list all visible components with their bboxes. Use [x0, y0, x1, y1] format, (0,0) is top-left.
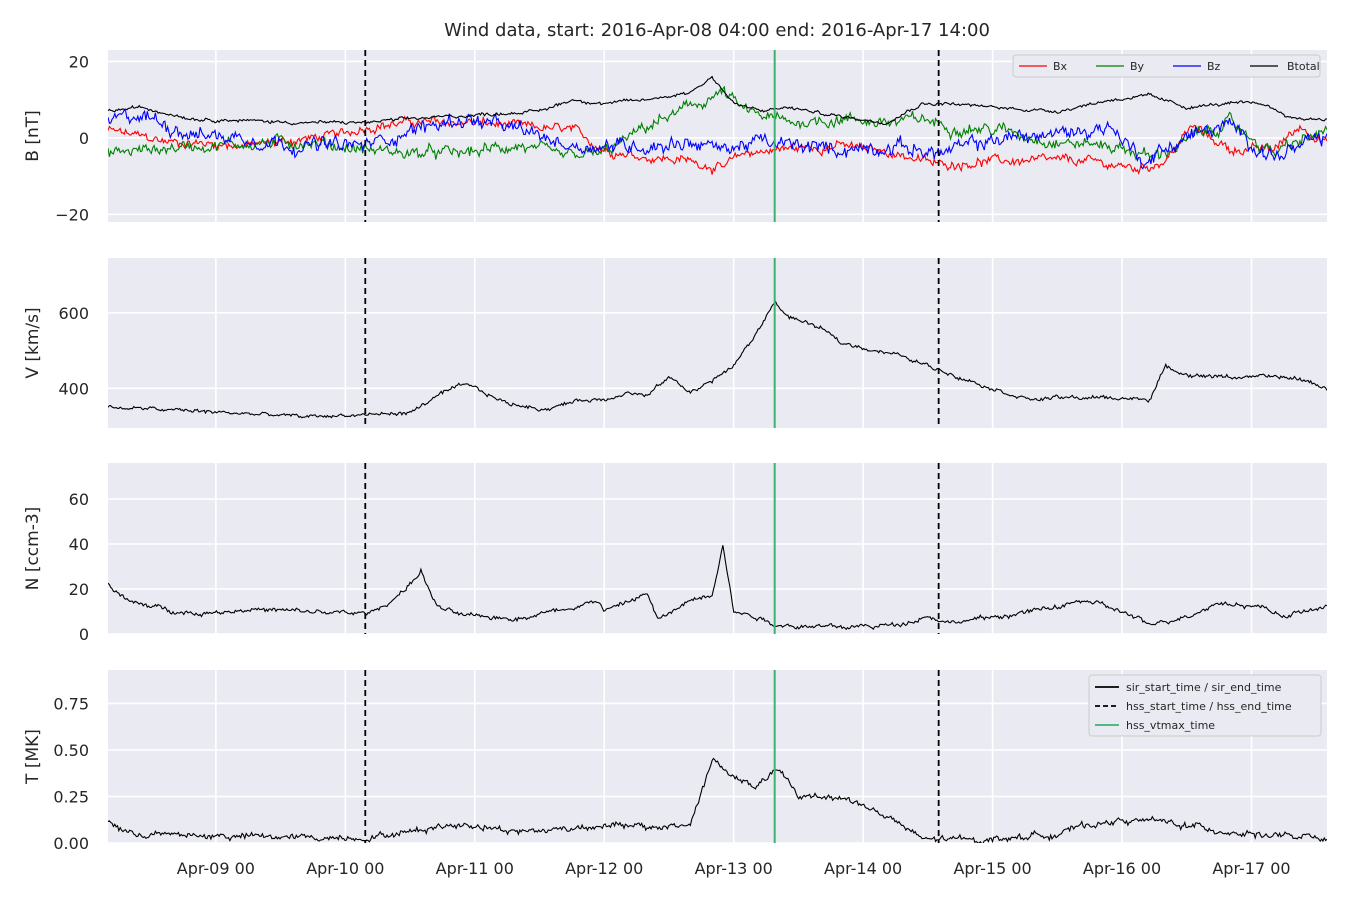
legend-events: sir_start_time / sir_end_time hss_start_t… — [1088, 674, 1322, 737]
y-tick-label: 400 — [58, 379, 89, 398]
y-tick-label: 600 — [58, 304, 89, 323]
y-axis-label: B [nT] — [23, 110, 43, 162]
panel-3: 0 20 40 60 N [ccm-3] — [23, 463, 1327, 644]
x-tick-label: Apr-11 00 — [436, 859, 514, 878]
y-tick-label: −20 — [55, 205, 89, 224]
legend-label: By — [1130, 60, 1145, 73]
legend-label: sir_start_time / sir_end_time — [1126, 681, 1282, 694]
x-axis: Apr-09 00 Apr-10 00 Apr-11 00 Apr-12 00 Apr-… — [177, 859, 1291, 878]
legend-label: hss_vtmax_time — [1126, 719, 1215, 732]
y-tick-label: 40 — [69, 535, 89, 554]
legend-label: Btotal — [1287, 60, 1320, 73]
y-tick-label: 0.50 — [53, 741, 89, 760]
plot-area — [108, 463, 1327, 634]
series-by-line — [108, 85, 1327, 161]
series-n-line — [108, 545, 1327, 631]
y-tick-label: 20 — [69, 580, 89, 599]
x-tick-label: Apr-14 00 — [824, 859, 902, 878]
x-tick-label: Apr-17 00 — [1212, 859, 1290, 878]
x-tick-label: Apr-09 00 — [177, 859, 255, 878]
legend-b: Bx By Bz Btotal — [1012, 54, 1321, 78]
y-axis-label: N [ccm-3] — [23, 507, 43, 591]
y-tick-label: 60 — [69, 490, 89, 509]
x-tick-label: Apr-13 00 — [695, 859, 773, 878]
chart-title: Wind data, start: 2016-Apr-08 04:00 end:… — [444, 20, 990, 41]
panel-4: 0.00 0.25 0.50 0.75 T [MK] sir_start_time / s… — [23, 670, 1327, 853]
legend-label: Bx — [1053, 60, 1068, 73]
y-tick-label: 0 — [79, 625, 89, 644]
legend-label: hss_start_time / hss_end_time — [1126, 700, 1292, 713]
x-tick-label: Apr-16 00 — [1083, 859, 1161, 878]
legend-label: Bz — [1207, 60, 1221, 73]
y-tick-label: 0.00 — [53, 834, 89, 853]
x-tick-label: Apr-15 00 — [953, 859, 1031, 878]
series-v-line — [108, 300, 1327, 419]
x-tick-label: Apr-12 00 — [565, 859, 643, 878]
y-tick-label: 20 — [69, 52, 89, 71]
panel-1: −20 0 20 B [nT] Bx By Bz Btotal — [23, 50, 1327, 224]
y-tick-label: 0.75 — [53, 694, 89, 713]
y-axis-label: V [km/s] — [23, 307, 43, 378]
x-tick-label: Apr-10 00 — [306, 859, 384, 878]
series-bx-line — [108, 115, 1327, 175]
panel-2: 400 600 V [km/s] — [23, 258, 1327, 428]
y-tick-label: 0.25 — [53, 787, 89, 806]
series-t-line — [108, 757, 1327, 843]
series-bz-line — [108, 109, 1327, 170]
y-tick-label: 0 — [79, 129, 89, 148]
panels: −20 0 20 B [nT] Bx By Bz Btotal 400 600 V [km/s] 0 2… — [23, 50, 1327, 853]
series-btotal-line — [108, 75, 1327, 126]
plot-area — [108, 258, 1327, 428]
y-axis-label: T [MK] — [23, 729, 43, 785]
